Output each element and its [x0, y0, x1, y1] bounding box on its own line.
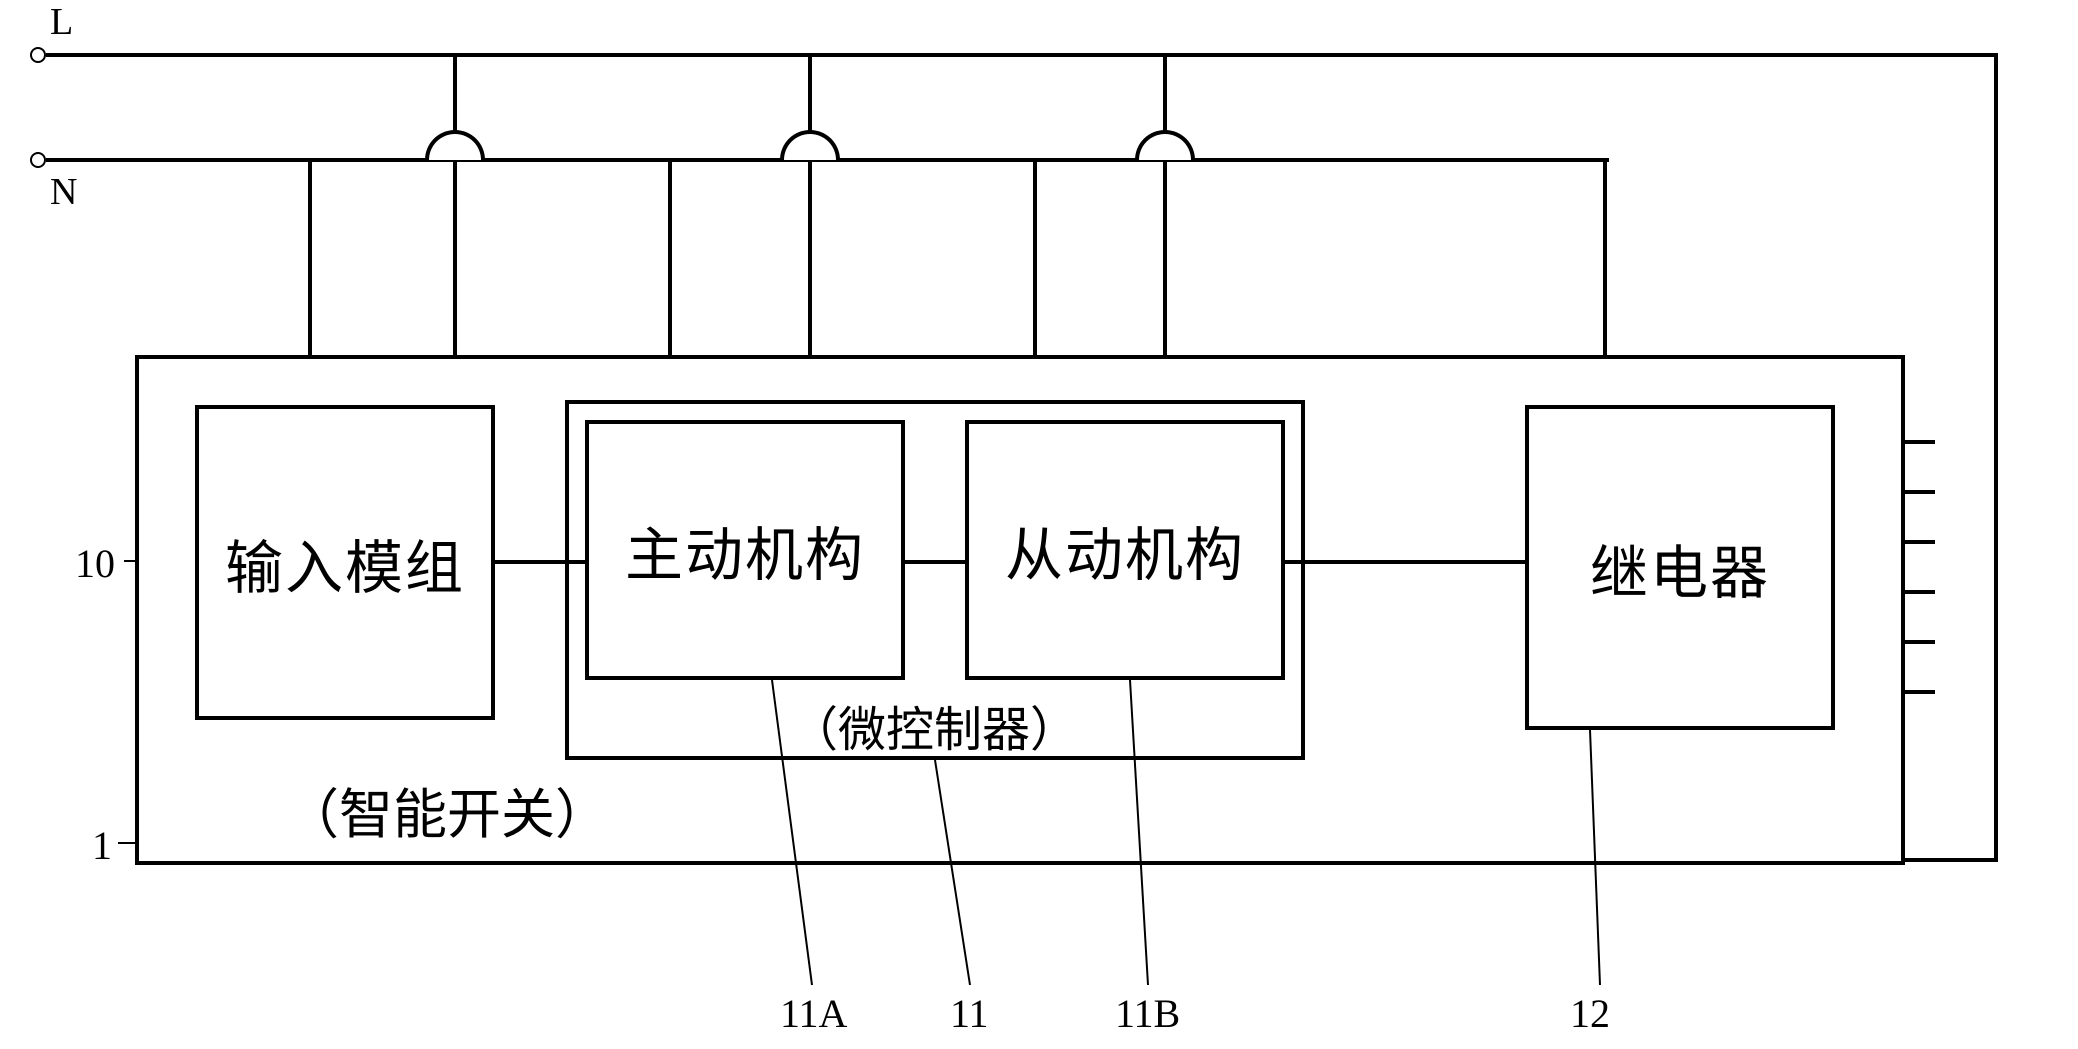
input-L-feed-upper — [453, 55, 457, 132]
link-driven-relay — [1285, 560, 1525, 564]
diagram-root: L N （智能开关） 1 10 （微控制器） — [0, 0, 2078, 1049]
driven-L-feed-upper — [1163, 55, 1167, 132]
ref-1: 1 — [92, 822, 112, 869]
microcontroller-label: （微控制器） — [790, 690, 1078, 760]
driven-mechanism-label: 从动机构 — [1005, 508, 1245, 592]
terminal-N — [30, 152, 46, 168]
ref-11A: 11A — [780, 990, 847, 1037]
driving-mechanism-box: 主动机构 — [585, 420, 905, 680]
bridge-2 — [780, 130, 840, 160]
bridge-1 — [425, 130, 485, 160]
link-input-driving — [495, 560, 585, 564]
relay-box: 继电器 — [1525, 405, 1835, 730]
input-module-label: 输入模组 — [225, 521, 465, 605]
L-rail-drop-right — [1994, 53, 1998, 862]
driving-L-feed-upper — [808, 55, 812, 132]
ref-10: 10 — [75, 540, 115, 587]
ref-11B: 11B — [1115, 990, 1180, 1037]
driven-mechanism-box: 从动机构 — [965, 420, 1285, 680]
rail-label-L: L — [50, 0, 73, 44]
bridge-3 — [1135, 130, 1195, 160]
driving-mechanism-label: 主动机构 — [625, 508, 865, 592]
ref-12: 12 — [1570, 990, 1610, 1037]
ref-11: 11 — [950, 990, 989, 1037]
input-module-box: 输入模组 — [195, 405, 495, 720]
terminal-L — [30, 47, 46, 63]
rail-label-N: N — [50, 170, 77, 214]
relay-label: 继电器 — [1590, 526, 1770, 610]
smart-switch-label: （智能开关） — [285, 770, 609, 849]
link-driving-driven — [905, 560, 965, 564]
rail-L-line — [46, 53, 1998, 57]
